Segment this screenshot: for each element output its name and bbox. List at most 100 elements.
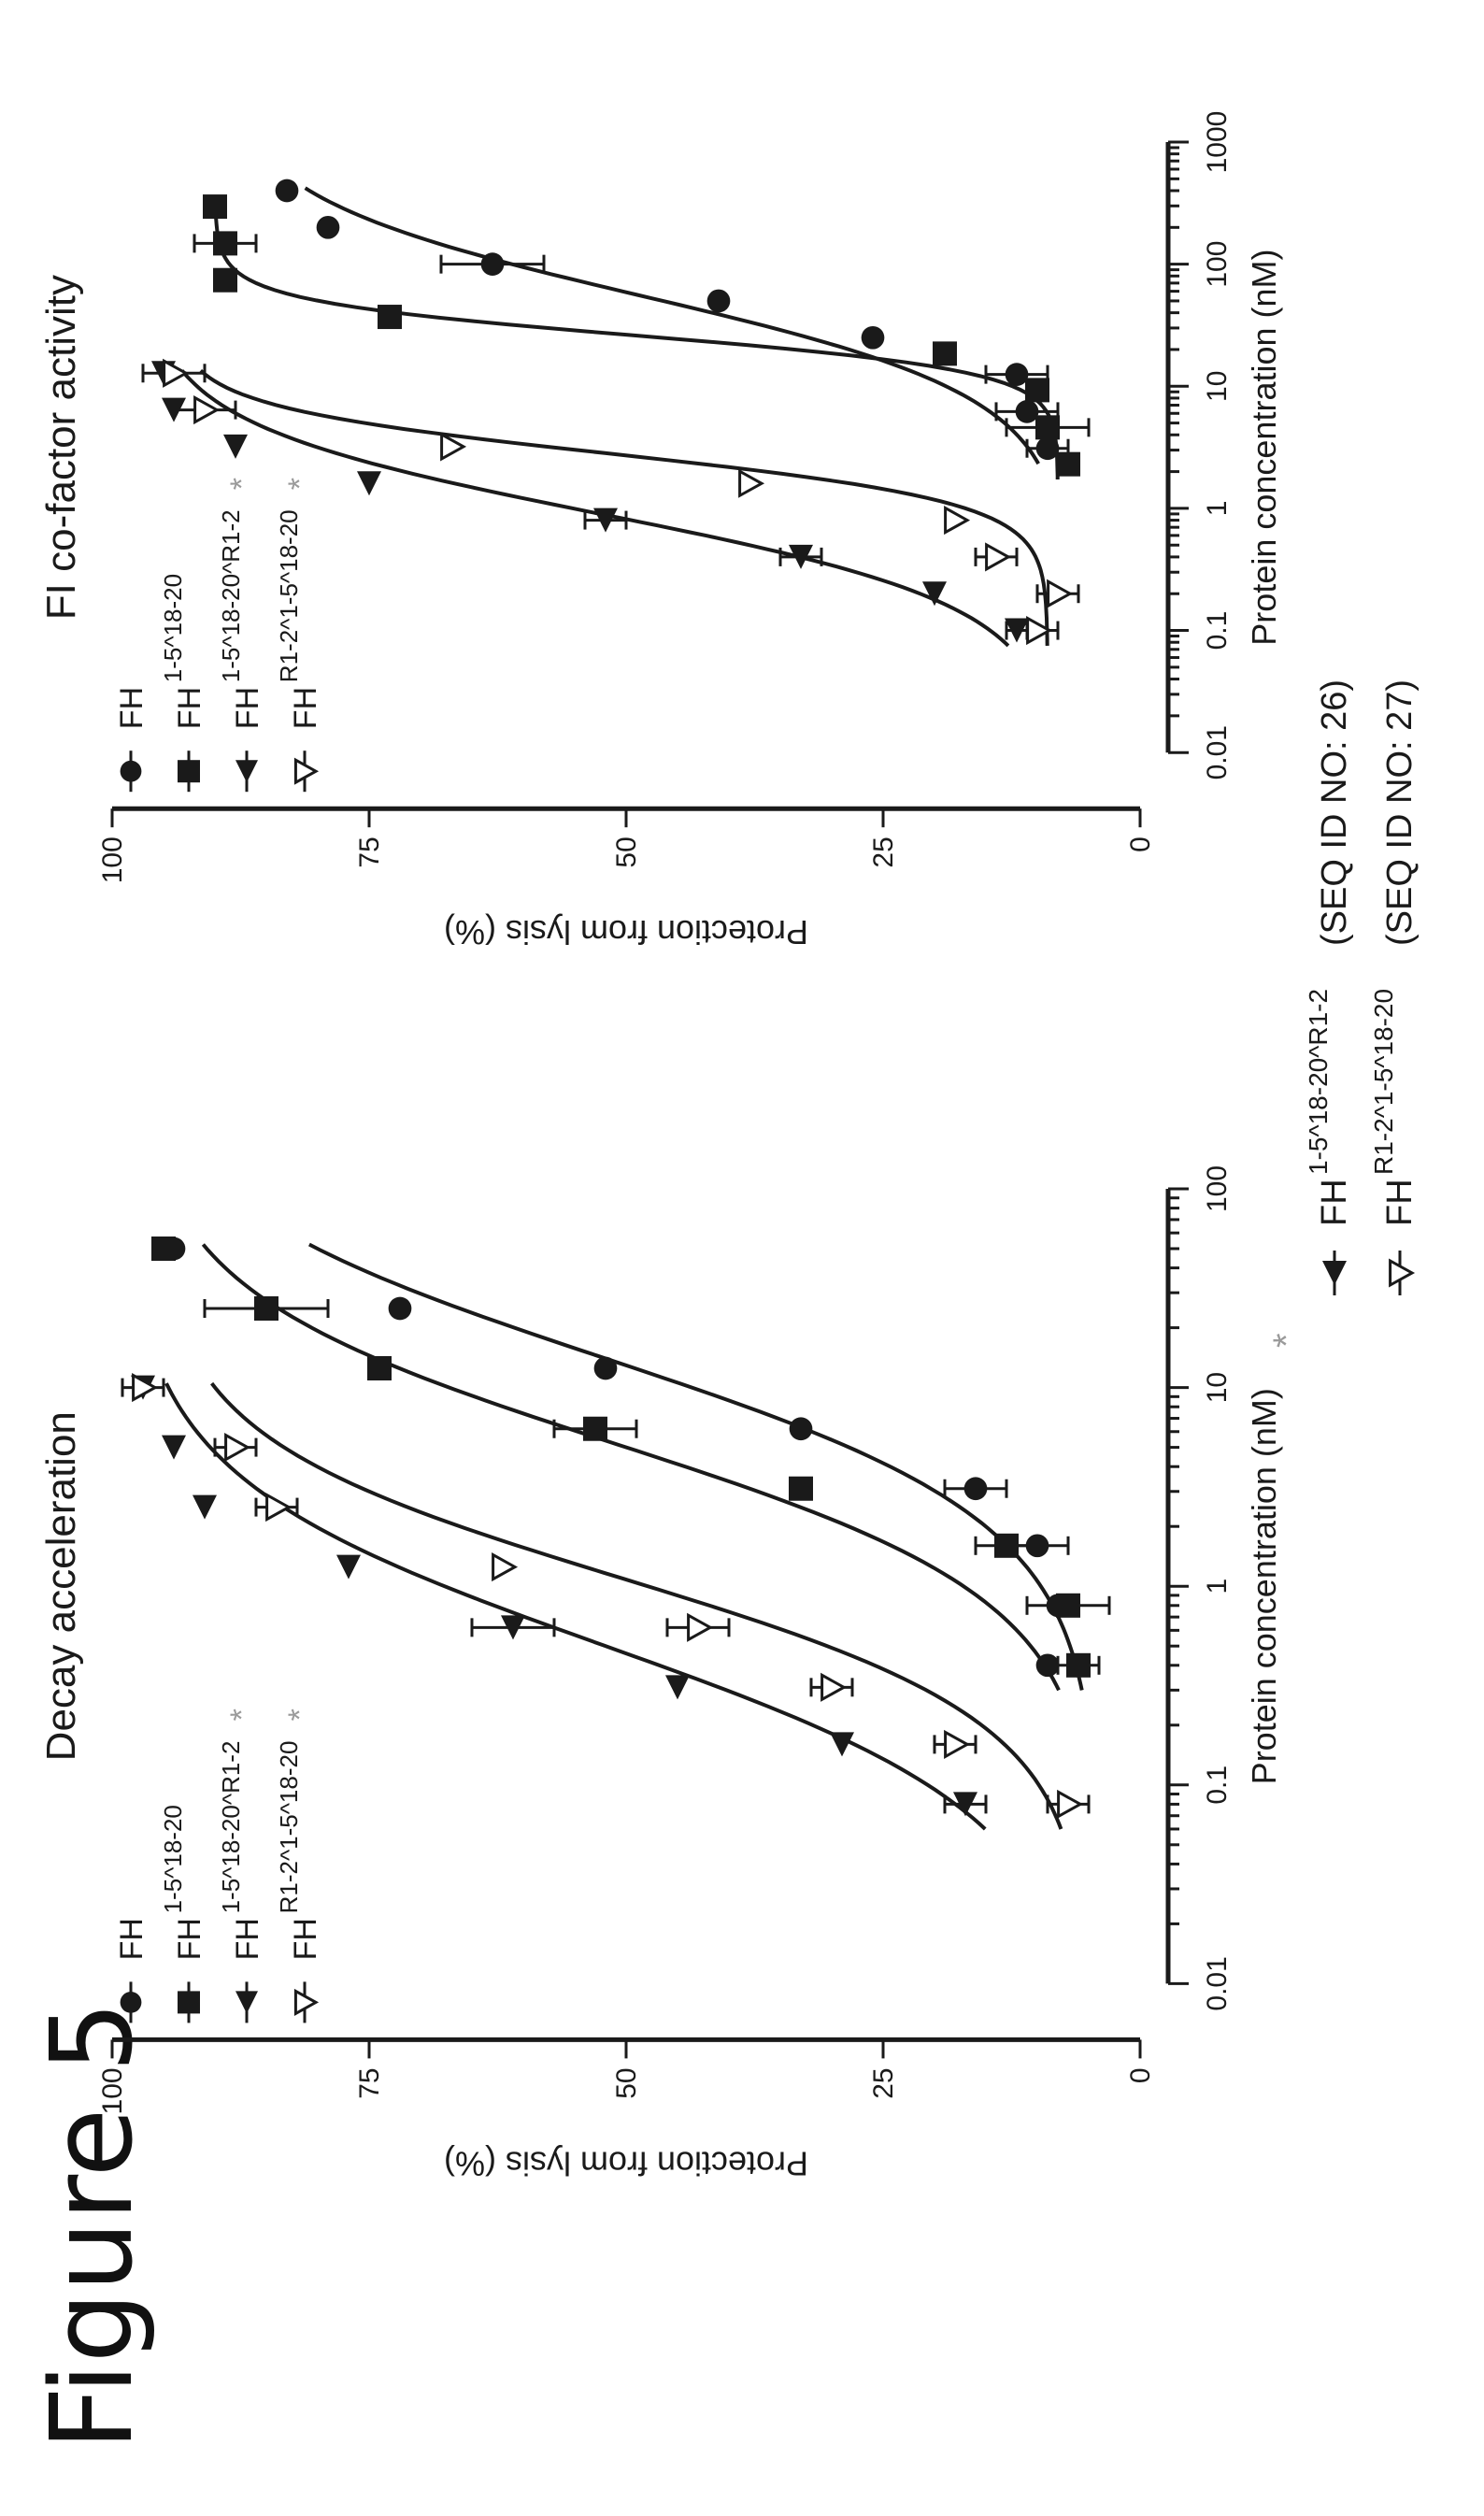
legend-label: FH xyxy=(230,1918,265,1960)
legend-label-sup: 1-5^18-20^R1-2 xyxy=(217,1741,245,1914)
marker-square xyxy=(583,1416,607,1441)
y-axis-label: Protection from lysis (%) xyxy=(444,2144,808,2182)
legend-label: FH xyxy=(288,687,323,729)
marker-triangle xyxy=(336,1554,361,1580)
footnote-label: FH xyxy=(1315,1179,1354,1226)
chart-title: FI co-factor activity xyxy=(38,275,84,620)
marker-triangle xyxy=(223,434,248,459)
marker-triangle xyxy=(593,507,618,533)
marker-triangle-open xyxy=(1389,1258,1416,1288)
fit-curve xyxy=(210,1381,1063,1830)
data-point xyxy=(1005,363,1029,386)
data-point xyxy=(789,1417,813,1441)
marker-triangle-open xyxy=(224,1433,251,1463)
marker-triangle-open xyxy=(132,1373,159,1403)
y-tick-label: 75 xyxy=(354,836,385,867)
data-point xyxy=(1056,1593,1080,1618)
data-point xyxy=(151,1236,176,1261)
data-point xyxy=(738,468,765,498)
data-point xyxy=(687,1612,714,1642)
legend-label-sup: 1-5^18-20^R1-2 xyxy=(217,509,245,682)
marker-square xyxy=(178,760,200,783)
y-tick-label: 25 xyxy=(868,2067,899,2098)
data-point xyxy=(163,358,190,388)
marker-circle xyxy=(593,1356,618,1380)
marker-circle xyxy=(316,215,340,239)
x-tick-label: 100 xyxy=(1202,241,1233,288)
legend-label-sup: 1-5^18-20 xyxy=(159,1805,187,1913)
legend-marker xyxy=(178,760,200,783)
marker-square xyxy=(1025,378,1049,403)
chart-title: Decay acceleration xyxy=(38,1411,84,1761)
marker-square xyxy=(378,305,402,330)
marker-triangle xyxy=(235,1991,258,2014)
data-point xyxy=(1056,451,1080,477)
marker-circle xyxy=(388,1296,412,1321)
marker-triangle-open xyxy=(293,1988,320,2016)
data-point xyxy=(480,252,505,276)
legend-marker xyxy=(120,1992,142,2013)
data-point xyxy=(1035,415,1060,440)
data-point xyxy=(367,1355,392,1380)
series-3 xyxy=(151,361,1029,643)
data-point xyxy=(213,267,237,293)
data-point xyxy=(162,1435,186,1460)
marker-triangle-open xyxy=(1057,1789,1084,1819)
legend: FH FH 1-5^18-20 FH 1-5^18-20^R1-2 * FH R1-2^1-5… xyxy=(114,1708,323,2023)
marker-triangle xyxy=(830,1732,854,1757)
marker-triangle xyxy=(235,760,258,783)
legend-asterisk: * xyxy=(282,478,318,490)
series-4 xyxy=(121,1373,1091,1819)
data-point xyxy=(224,1433,251,1463)
legend-label-sup: 1-5^18-20 xyxy=(159,574,187,682)
data-point xyxy=(1057,1789,1084,1819)
marker-triangle xyxy=(162,1435,186,1460)
y-tick-label: 100 xyxy=(97,836,128,883)
data-point xyxy=(203,194,227,220)
x-axis-label: Protein concentration (nM) xyxy=(1245,1388,1283,1784)
legend-marker xyxy=(235,1991,258,2014)
data-point xyxy=(440,432,467,462)
data-point xyxy=(265,1493,293,1522)
legend-label: FH xyxy=(288,1918,323,1960)
data-point xyxy=(820,1672,848,1702)
data-point xyxy=(944,1729,971,1759)
legend-label: FH xyxy=(114,687,150,729)
data-point xyxy=(254,1295,278,1321)
marker-triangle xyxy=(922,581,947,607)
data-point xyxy=(378,305,402,330)
series-4 xyxy=(141,358,1080,646)
series-1 xyxy=(275,179,1070,461)
fit-curve xyxy=(213,204,1060,479)
marker-triangle-open xyxy=(687,1612,714,1642)
marker-circle xyxy=(963,1477,988,1501)
y-tick-label: 75 xyxy=(354,2067,385,2098)
marker-triangle-open xyxy=(265,1493,293,1522)
data-point xyxy=(1025,378,1049,403)
marker-square xyxy=(203,194,227,220)
x-tick-label: 0.1 xyxy=(1202,611,1233,650)
data-point xyxy=(861,325,885,350)
data-point xyxy=(223,434,248,459)
marker-square xyxy=(1056,451,1080,477)
data-point xyxy=(922,581,947,607)
data-point xyxy=(193,1494,217,1520)
marker-triangle xyxy=(789,544,813,569)
legend-label: FH xyxy=(230,687,265,729)
marker-triangle-open xyxy=(163,358,190,388)
marker-triangle-open xyxy=(1026,616,1053,646)
data-point xyxy=(1035,1653,1060,1678)
marker-circle xyxy=(1015,400,1039,423)
data-point xyxy=(963,1477,988,1501)
legend-label-sup: R1-2^1-5^18-20 xyxy=(275,1741,303,1914)
marker-square xyxy=(1035,415,1060,440)
data-point xyxy=(933,341,957,366)
marker-triangle-open xyxy=(193,395,221,425)
data-point xyxy=(492,1552,519,1582)
data-point xyxy=(193,395,221,425)
data-point xyxy=(789,544,813,569)
footnote-label-sup: 1-5^18-20^R1-2 xyxy=(1304,989,1333,1175)
footnote-asterisk: * xyxy=(1266,1333,1307,1348)
x-tick-label: 10 xyxy=(1202,1372,1233,1403)
